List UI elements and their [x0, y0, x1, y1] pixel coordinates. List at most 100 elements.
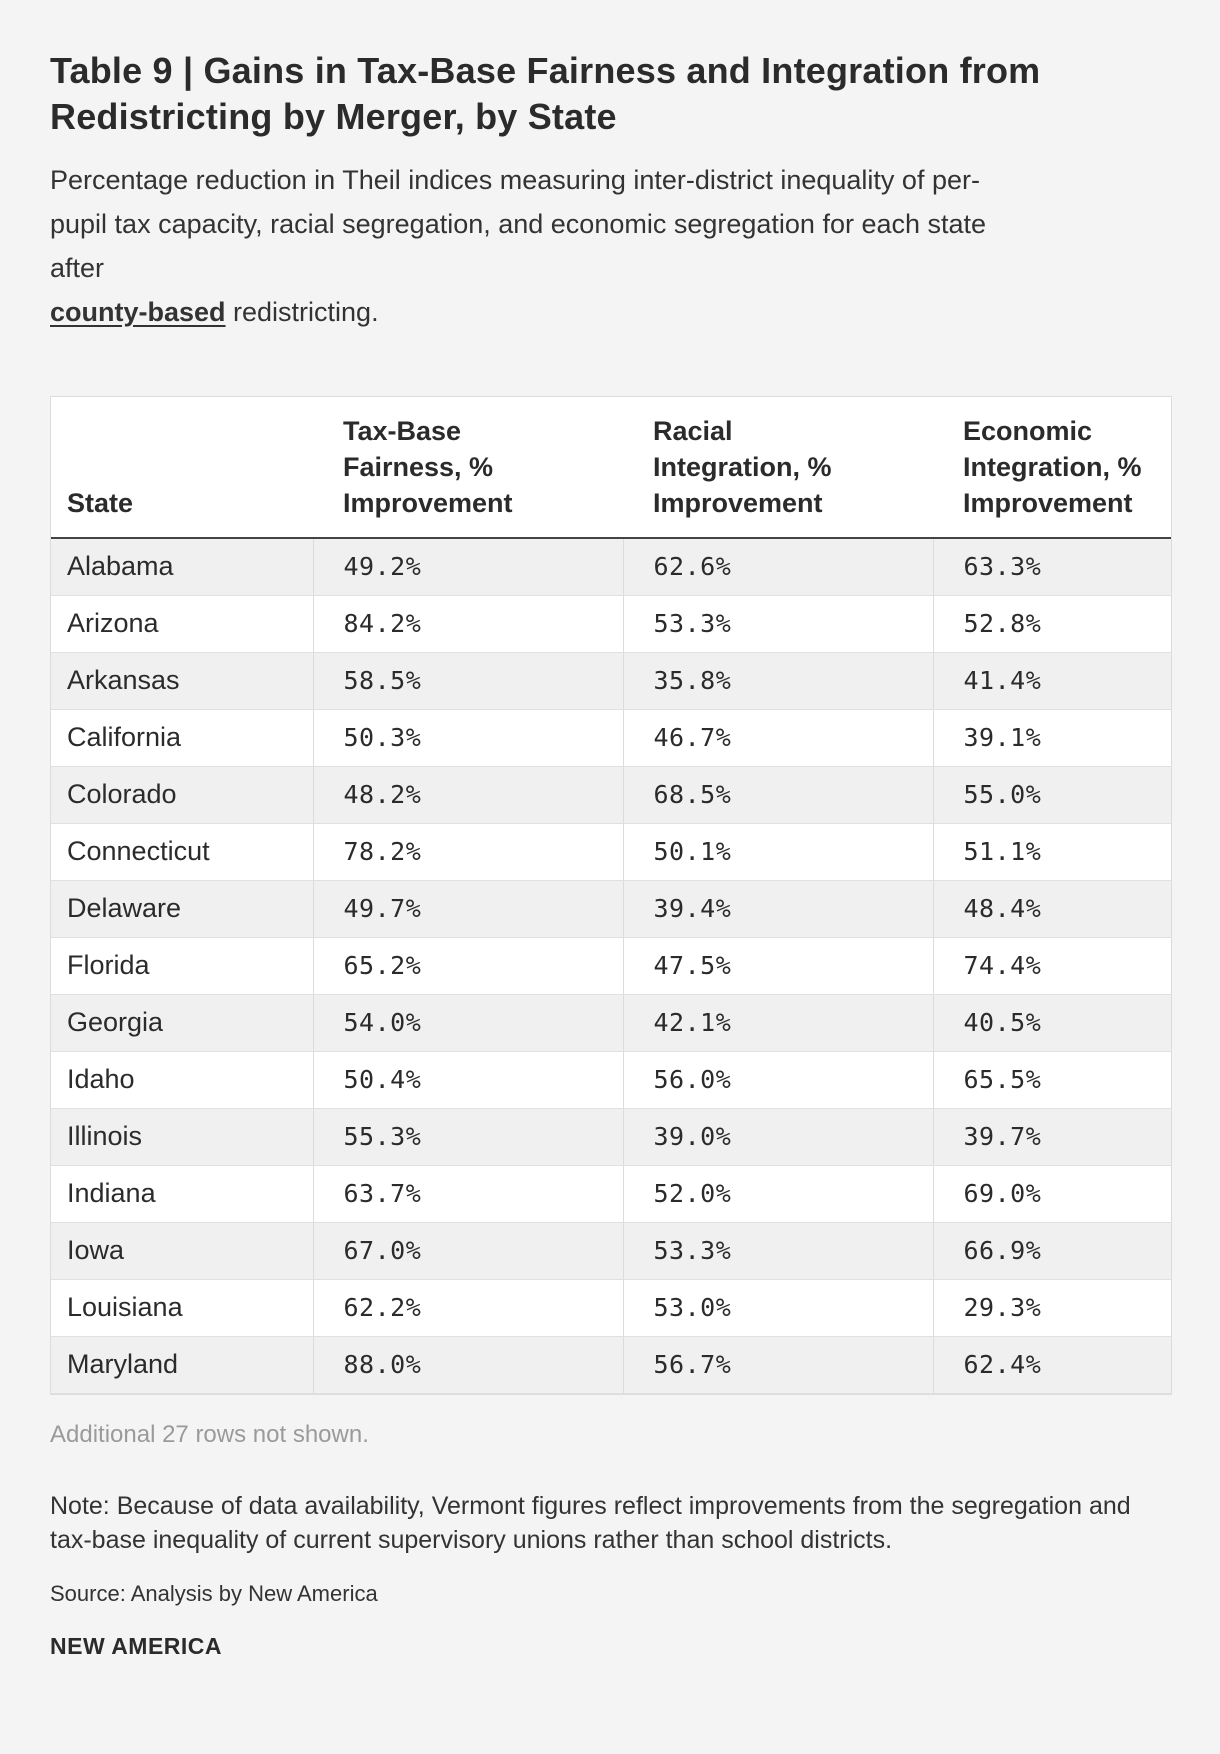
header-tax-base-line-3: Improvement: [343, 488, 513, 518]
cell-state: Alabama: [51, 538, 314, 596]
cell-value: 39.1%: [933, 709, 1171, 767]
table-row: Illinois 55.3% 39.0% 39.7%: [51, 1108, 1171, 1166]
table-row: Georgia 54.0% 42.1% 40.5%: [51, 994, 1171, 1052]
cell-value: 62.4%: [933, 1336, 1171, 1394]
cell-state: Maryland: [51, 1336, 314, 1394]
cell-state: California: [51, 709, 314, 767]
cell-value: 39.0%: [623, 1108, 934, 1166]
cell-state: Idaho: [51, 1051, 314, 1109]
header-state: State: [51, 397, 313, 539]
cell-state: Florida: [51, 937, 314, 995]
cell-state: Delaware: [51, 880, 314, 938]
header-racial: Racial Integration, % Improvement: [623, 397, 933, 539]
header-state-line-1: State: [67, 488, 134, 518]
cell-state: Colorado: [51, 766, 314, 824]
cell-value: 63.7%: [313, 1165, 624, 1223]
table-row: Colorado 48.2% 68.5% 55.0%: [51, 766, 1171, 824]
table-subtitle: Percentage reduction in Theil indices me…: [50, 158, 1130, 334]
cell-value: 51.1%: [933, 823, 1171, 881]
header-economic-line-2: Integration, %: [963, 452, 1142, 482]
header-economic: Economic Integration, % Improvement: [933, 397, 1171, 539]
cell-value: 55.3%: [313, 1108, 624, 1166]
cell-value: 62.6%: [623, 538, 934, 596]
cell-value: 84.2%: [313, 595, 624, 653]
table-row: Indiana 63.7% 52.0% 69.0%: [51, 1165, 1171, 1223]
table-row: Idaho 50.4% 56.0% 65.5%: [51, 1051, 1171, 1109]
cell-value: 48.4%: [933, 880, 1171, 938]
cell-state: Iowa: [51, 1222, 314, 1280]
brand-logo-text: NEW AMERICA: [50, 1632, 223, 1659]
header-economic-line-3: Improvement: [963, 488, 1133, 518]
subtitle-line-3: after: [50, 253, 105, 283]
header-racial-line-3: Improvement: [653, 488, 823, 518]
more-rows-note: Additional 27 rows not shown.: [50, 1420, 369, 1448]
cell-value: 48.2%: [313, 766, 624, 824]
header-tax-base-line-2: Fairness, %: [343, 452, 494, 482]
cell-state: Connecticut: [51, 823, 314, 881]
cell-state: Georgia: [51, 994, 314, 1052]
cell-value: 39.4%: [623, 880, 934, 938]
cell-value: 47.5%: [623, 937, 934, 995]
table-row: Connecticut 78.2% 50.1% 51.1%: [51, 823, 1171, 881]
header-racial-line-2: Integration, %: [653, 452, 832, 482]
cell-value: 53.3%: [623, 595, 934, 653]
cell-value: 56.0%: [623, 1051, 934, 1109]
cell-value: 49.2%: [313, 538, 624, 596]
table-row: Delaware 49.7% 39.4% 48.4%: [51, 880, 1171, 938]
header-racial-line-1: Racial: [653, 416, 733, 446]
subtitle-line-2: pupil tax capacity, racial segregation, …: [50, 209, 987, 239]
cell-value: 56.7%: [623, 1336, 934, 1394]
cell-value: 74.4%: [933, 937, 1171, 995]
cell-value: 66.9%: [933, 1222, 1171, 1280]
data-table-container: State Tax-Base Fairness, % Improvement R…: [50, 396, 1172, 1395]
cell-value: 50.3%: [313, 709, 624, 767]
cell-value: 50.4%: [313, 1051, 624, 1109]
cell-value: 42.1%: [623, 994, 934, 1052]
cell-value: 39.7%: [933, 1108, 1171, 1166]
subtitle-tail: redistricting.: [225, 297, 379, 327]
cell-value: 35.8%: [623, 652, 934, 710]
cell-value: 54.0%: [313, 994, 624, 1052]
cell-value: 58.5%: [313, 652, 624, 710]
cell-value: 65.2%: [313, 937, 624, 995]
cell-value: 63.3%: [933, 538, 1171, 596]
table-row: Alabama 49.2% 62.6% 63.3%: [51, 538, 1171, 596]
cell-value: 41.4%: [933, 652, 1171, 710]
cell-value: 52.0%: [623, 1165, 934, 1223]
cell-value: 65.5%: [933, 1051, 1171, 1109]
footnote: Note: Because of data availability, Verm…: [50, 1491, 1131, 1554]
cell-value: 68.5%: [623, 766, 934, 824]
table-row: Florida 65.2% 47.5% 74.4%: [51, 937, 1171, 995]
cell-value: 62.2%: [313, 1279, 624, 1337]
subtitle-line-1: Percentage reduction in Theil indices me…: [50, 165, 980, 195]
table-row: Iowa 67.0% 53.3% 66.9%: [51, 1222, 1171, 1280]
cell-value: 67.0%: [313, 1222, 624, 1280]
subtitle-emphasis: county-based: [50, 297, 226, 327]
cell-state: Arkansas: [51, 652, 314, 710]
header-tax-base-line-1: Tax-Base: [343, 416, 462, 446]
cell-state: Indiana: [51, 1165, 314, 1223]
table-row: Louisiana 62.2% 53.0% 29.3%: [51, 1279, 1171, 1337]
table-header-row: State Tax-Base Fairness, % Improvement R…: [51, 397, 1171, 539]
cell-value: 88.0%: [313, 1336, 624, 1394]
cell-value: 46.7%: [623, 709, 934, 767]
table-title: Table 9 | Gains in Tax-Base Fairness and…: [50, 50, 1041, 137]
table-row: Maryland 88.0% 56.7% 62.4%: [51, 1336, 1171, 1394]
cell-value: 55.0%: [933, 766, 1171, 824]
cell-value: 40.5%: [933, 994, 1171, 1052]
table-row: Arizona 84.2% 53.3% 52.8%: [51, 595, 1171, 653]
table-row: California 50.3% 46.7% 39.1%: [51, 709, 1171, 767]
cell-state: Illinois: [51, 1108, 314, 1166]
cell-value: 69.0%: [933, 1165, 1171, 1223]
table-row: Arkansas 58.5% 35.8% 41.4%: [51, 652, 1171, 710]
source-line: Source: Analysis by New America: [50, 1580, 378, 1606]
data-table: State Tax-Base Fairness, % Improvement R…: [51, 397, 1171, 1394]
cell-value: 49.7%: [313, 880, 624, 938]
cell-value: 78.2%: [313, 823, 624, 881]
cell-state: Arizona: [51, 595, 314, 653]
cell-value: 29.3%: [933, 1279, 1171, 1337]
header-economic-line-1: Economic: [963, 416, 1093, 446]
table-body: Alabama 49.2% 62.6% 63.3% Arizona 84.2% 53.3% 5…: [51, 538, 1171, 1394]
cell-state: Louisiana: [51, 1279, 314, 1337]
